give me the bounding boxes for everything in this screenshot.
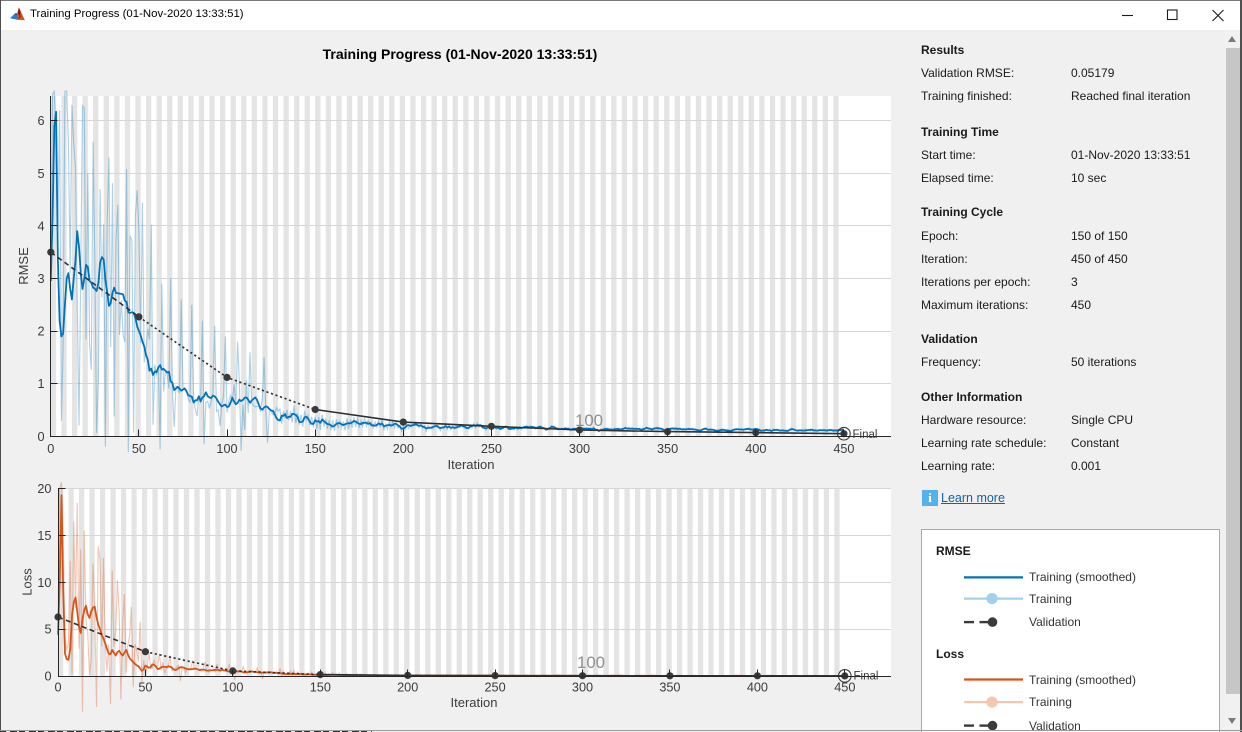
- svg-text:400: 400: [747, 681, 768, 695]
- svg-text:100: 100: [222, 681, 243, 695]
- svg-text:Final: Final: [854, 671, 879, 683]
- svg-text:3: 3: [37, 272, 44, 286]
- svg-text:200: 200: [393, 442, 414, 456]
- svg-text:250: 250: [481, 442, 502, 456]
- svg-text:150: 150: [305, 442, 326, 456]
- svg-text:50: 50: [132, 442, 146, 456]
- svg-text:0: 0: [47, 442, 54, 456]
- svg-text:5: 5: [44, 623, 51, 637]
- svg-text:Final: Final: [853, 429, 878, 441]
- svg-text:200: 200: [397, 681, 418, 695]
- svg-text:0: 0: [44, 670, 51, 684]
- svg-text:150: 150: [310, 681, 331, 695]
- svg-text:RMSE: RMSE: [16, 247, 31, 285]
- svg-text:0: 0: [54, 681, 61, 695]
- svg-text:100: 100: [216, 442, 237, 456]
- svg-text:Iteration: Iteration: [448, 457, 495, 472]
- svg-text:300: 300: [572, 681, 593, 695]
- svg-text:350: 350: [659, 681, 680, 695]
- svg-text:Loss: Loss: [20, 568, 35, 596]
- svg-text:100: 100: [577, 653, 605, 672]
- svg-text:6: 6: [37, 114, 44, 128]
- svg-text:450: 450: [834, 681, 855, 695]
- svg-text:20: 20: [37, 482, 51, 496]
- svg-text:10: 10: [37, 576, 51, 590]
- svg-text:350: 350: [657, 442, 678, 456]
- svg-text:450: 450: [833, 442, 854, 456]
- svg-text:0: 0: [37, 430, 44, 444]
- svg-text:100: 100: [575, 411, 603, 430]
- svg-text:4: 4: [37, 219, 44, 233]
- svg-text:300: 300: [569, 442, 590, 456]
- svg-text:50: 50: [138, 681, 152, 695]
- svg-text:1: 1: [37, 377, 44, 391]
- svg-text:15: 15: [37, 529, 51, 543]
- svg-text:Iteration: Iteration: [451, 695, 498, 710]
- svg-text:400: 400: [745, 442, 766, 456]
- svg-text:250: 250: [485, 681, 506, 695]
- svg-text:2: 2: [37, 325, 44, 339]
- svg-text:Training Progress (01-Nov-2020: Training Progress (01-Nov-2020 13:33:51): [323, 46, 598, 62]
- svg-text:5: 5: [37, 167, 44, 181]
